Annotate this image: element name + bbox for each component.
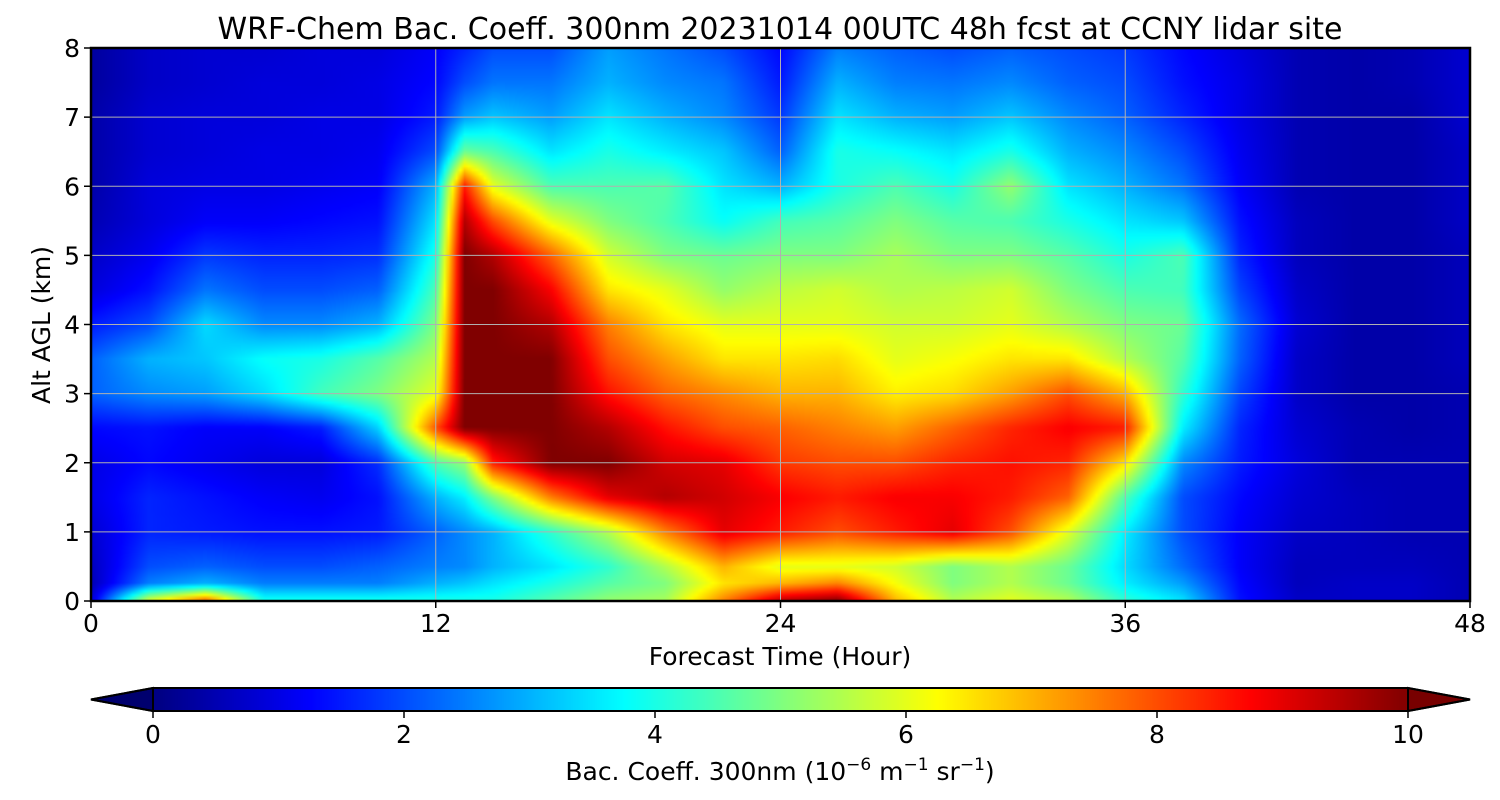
colorbar-tick-label: 4 bbox=[647, 720, 663, 749]
colorbar-label-main: Bac. Coeff. 300nm (10 bbox=[565, 757, 846, 786]
colorbar-label: Bac. Coeff. 300nm (10−6 m−1 sr−1) bbox=[565, 755, 994, 786]
y-tick-label: 8 bbox=[64, 34, 80, 63]
colorbar-ticks: 0 2 4 6 8 10 bbox=[145, 711, 1424, 749]
x-tick-label: 24 bbox=[765, 609, 797, 638]
y-tick-label: 7 bbox=[64, 103, 80, 132]
colorbar-tick-label: 10 bbox=[1392, 720, 1424, 749]
y-tick-label: 1 bbox=[64, 518, 80, 547]
y-tick-label: 6 bbox=[64, 172, 80, 201]
colorbar-label-exponent-1: −6 bbox=[846, 755, 871, 775]
y-axis-ticks: 0 1 2 3 4 5 6 7 8 bbox=[64, 34, 91, 616]
x-axis-label: Forecast Time (Hour) bbox=[649, 642, 912, 671]
y-tick-label: 4 bbox=[64, 311, 80, 340]
colorbar-tick-label: 8 bbox=[1149, 720, 1165, 749]
chart-title: WRF-Chem Bac. Coeff. 300nm 20231014 00UT… bbox=[218, 12, 1343, 47]
colorbar-tick-label: 2 bbox=[396, 720, 412, 749]
colorbar-label-unit-2: sr bbox=[929, 757, 961, 786]
y-tick-label: 0 bbox=[64, 587, 80, 616]
colorbar: 0 2 4 6 8 10 Bac. Coeff. 300nm (10−6 m−1 sr−1… bbox=[90, 686, 1471, 786]
x-tick-label: 48 bbox=[1454, 609, 1486, 638]
colorbar-label-exponent-3: −1 bbox=[960, 755, 985, 775]
y-axis-label: Alt AGL (km) bbox=[27, 246, 56, 404]
grid-layer bbox=[91, 48, 1470, 601]
x-tick-label: 0 bbox=[83, 609, 99, 638]
y-tick-label: 3 bbox=[64, 380, 80, 409]
colorbar-label-close: ) bbox=[985, 757, 995, 786]
colorbar-gradient bbox=[153, 688, 1408, 711]
x-axis-ticks: 0 12 24 36 48 bbox=[83, 601, 1486, 638]
x-tick-label: 12 bbox=[420, 609, 452, 638]
colorbar-label-exponent-2: −1 bbox=[904, 755, 929, 775]
x-tick-label: 36 bbox=[1109, 609, 1141, 638]
y-tick-label: 2 bbox=[64, 449, 80, 478]
colorbar-label-unit-1: m bbox=[871, 757, 903, 786]
colorbar-tick-label: 0 bbox=[145, 720, 161, 749]
y-tick-label: 5 bbox=[64, 241, 80, 270]
colorbar-tick-label: 6 bbox=[898, 720, 914, 749]
